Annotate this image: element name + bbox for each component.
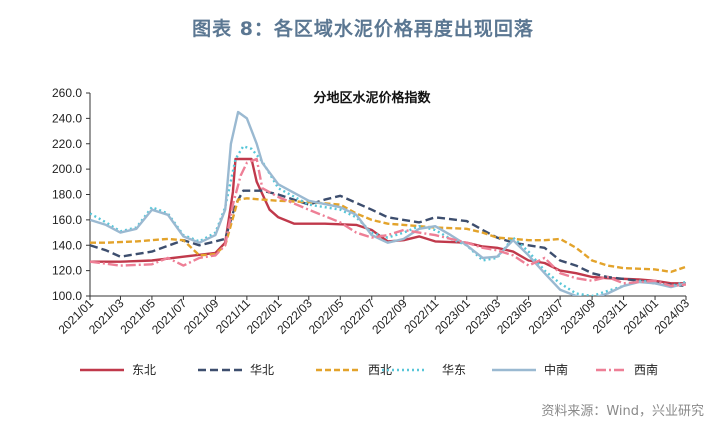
y-tick-label: 200.0 xyxy=(52,162,82,176)
series-line-6 xyxy=(90,157,686,288)
y-tick-label: 140.0 xyxy=(52,238,82,252)
y-tick-label: 160.0 xyxy=(52,213,82,227)
y-tick-label: 180.0 xyxy=(52,188,82,202)
series-lines xyxy=(90,110,686,296)
series-line-5 xyxy=(90,110,686,296)
series-line-4 xyxy=(90,145,686,296)
y-tick-label: 260.0 xyxy=(52,86,82,100)
source-note: 资料来源：Wind，兴业研究 xyxy=(541,404,704,419)
y-tick-label: 240.0 xyxy=(52,111,82,125)
legend-label-5: 中南 xyxy=(544,362,568,377)
x-tick-label: 2021/09 xyxy=(181,296,222,337)
y-tick-label: 100.0 xyxy=(52,289,82,303)
x-tick-label: 2023/09 xyxy=(558,296,599,337)
y-tick-label: 120.0 xyxy=(52,264,82,278)
y-tick-label: 220.0 xyxy=(52,137,82,151)
legend-label-3: 西北 xyxy=(368,363,392,377)
series-line-2 xyxy=(90,189,686,288)
legend: 东北 华北 西北 华东 中南 西南 xyxy=(80,362,658,377)
legend-label-2: 华北 xyxy=(250,363,274,377)
series-line-3 xyxy=(90,197,686,274)
x-axis: 2021/012021/032021/052021/072021/092021/… xyxy=(56,295,693,337)
legend-label-1: 东北 xyxy=(132,363,156,377)
chart-title: 分地区水泥价格指数 xyxy=(313,90,431,106)
y-axis: 100.0 120.0 140.0 160.0 180.0 200.0 220.0 240.0… xyxy=(52,86,91,303)
figure-title: 图表 8：各区域水泥价格再度出现回落 xyxy=(192,18,534,40)
x-tick-label: 2024/03 xyxy=(652,296,693,337)
x-tick-label: 2022/09 xyxy=(369,296,410,337)
legend-label-6: 西南 xyxy=(634,362,658,377)
legend-label-4: 华东 xyxy=(442,363,466,377)
